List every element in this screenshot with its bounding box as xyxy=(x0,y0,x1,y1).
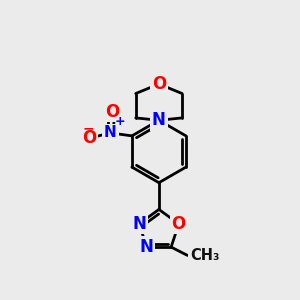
Text: N: N xyxy=(132,215,146,233)
Text: N: N xyxy=(140,238,154,256)
Text: CH₃: CH₃ xyxy=(190,248,219,263)
Text: O: O xyxy=(105,103,119,121)
Text: N: N xyxy=(104,125,117,140)
Text: O: O xyxy=(152,75,166,93)
Text: +: + xyxy=(115,116,125,128)
Text: N: N xyxy=(152,111,166,129)
Text: O: O xyxy=(172,215,186,233)
Text: −: − xyxy=(82,121,94,135)
Text: O: O xyxy=(82,129,96,147)
